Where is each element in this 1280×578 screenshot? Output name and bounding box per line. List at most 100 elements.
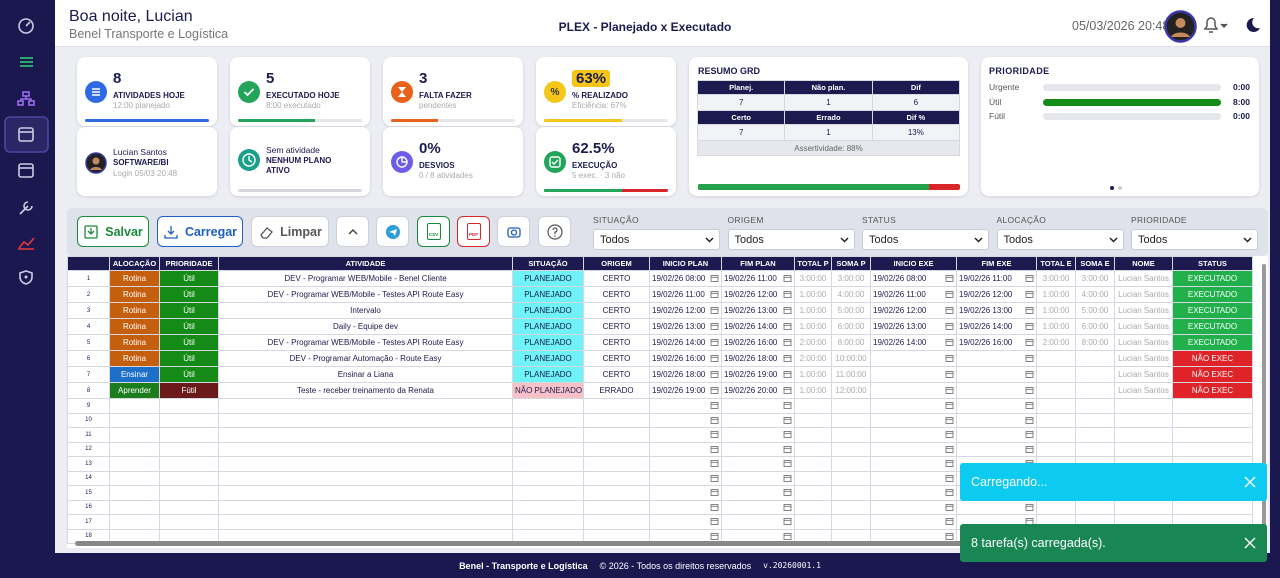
cell-text: 12:00:00 [835, 386, 867, 395]
resumo-bar [698, 184, 960, 190]
resumo-header-row: Certo Errado Dif % [696, 110, 961, 125]
icon-part [549, 156, 561, 168]
table-cell: 19/02/26 16:00 [956, 334, 1037, 351]
toast-close[interactable] [1244, 537, 1256, 549]
cell-text: DEV - Programar WEB/Mobile - Testes API … [267, 290, 464, 299]
table-cell: Rotina [109, 334, 160, 351]
cell-text: ERRADO [599, 386, 634, 395]
table-row: 6 Rotina Útil DEV - Programar Automação - R… [67, 350, 1253, 367]
card-label: FALTA FAZER [419, 91, 472, 100]
cell-text: 17 [85, 518, 92, 525]
icon-part [1203, 17, 1219, 30]
icon-button[interactable] [497, 216, 530, 247]
cell-text: Lucian Santos [1118, 386, 1169, 395]
icon-part [783, 460, 792, 468]
button-icon [84, 224, 98, 239]
cell-text: 5:00:00 [837, 306, 865, 315]
table-cell: Aprender [109, 382, 160, 399]
table-cell: Lucian Santos [1114, 302, 1173, 319]
table-cell [1036, 398, 1076, 414]
date-cell [959, 503, 1034, 512]
cell-text: 2:00:00 [1042, 338, 1070, 347]
icon-button[interactable] [336, 216, 369, 247]
table-cell: 19/02/26 20:00 [721, 382, 795, 399]
table-cell: 2:00:00 [794, 334, 832, 351]
table-cell [870, 382, 957, 399]
icon-part [17, 91, 35, 106]
calendar-icon [710, 431, 719, 439]
date-cell: 19/02/26 20:00 [724, 386, 792, 395]
icon-button[interactable] [376, 216, 409, 247]
filter-value: Todos [1003, 234, 1033, 246]
table-cell [512, 398, 584, 414]
toolbar-button[interactable]: Carregar [157, 216, 243, 247]
table-cell [218, 412, 513, 428]
button-icon [385, 224, 400, 239]
filter-select[interactable]: Todos [1131, 229, 1258, 250]
icon-part [945, 460, 954, 468]
table-cell: Fútil [159, 382, 219, 399]
table-cell: 10:00:00 [831, 350, 871, 367]
notifications[interactable] [1201, 14, 1231, 36]
icon-part [783, 445, 792, 453]
filter-select[interactable]: Todos [593, 229, 720, 250]
toolbar-button[interactable]: Salvar [77, 216, 149, 247]
caret [1108, 237, 1118, 243]
table-cell: PLANEJADO [512, 366, 584, 383]
icon-part [1220, 23, 1228, 29]
avatar[interactable] [1164, 10, 1199, 43]
icon-part [20, 57, 33, 67]
icon-button[interactable]: CSV [417, 216, 450, 247]
scrollbar-v [1262, 264, 1266, 534]
icon-button[interactable] [538, 216, 571, 247]
table-cell: 19/02/26 18:00 [721, 350, 795, 367]
icon-part [1108, 237, 1118, 243]
date-cell [652, 445, 719, 454]
table-cell [1036, 382, 1076, 399]
cell-text: 2:00:00 [799, 354, 827, 363]
table-cell: Útil [159, 318, 219, 335]
icon-part [1025, 445, 1034, 453]
table-cell: 3:00:00 [794, 270, 832, 287]
calendar-icon [945, 291, 954, 298]
table-cell: 19/02/26 11:00 [649, 286, 722, 303]
icon [549, 156, 561, 168]
icon [242, 153, 256, 167]
filter-select[interactable]: Todos [996, 229, 1124, 250]
table-cell: 19/02/26 18:00 [649, 366, 722, 383]
cell-text: 9 [86, 402, 91, 409]
table-cell [1172, 398, 1253, 414]
icon-part [783, 416, 792, 424]
date-text: 19/02/26 14:00 [724, 322, 778, 331]
cell-text: Rotina [122, 274, 147, 283]
table-cell: Ensinar a Liana [218, 366, 513, 383]
calendar-icon [945, 503, 954, 511]
table-cell [1036, 427, 1076, 443]
table-cell: Lucian Santos [1114, 318, 1173, 335]
filter-label: ALOCAÇÃO [996, 215, 1047, 225]
profile-name: Lucian Santos [113, 147, 167, 157]
icon-button[interactable]: PDF [457, 216, 490, 247]
filter-select[interactable]: Todos [862, 229, 989, 250]
table-cell [218, 398, 513, 414]
toolbar-button[interactable]: Limpar [251, 216, 329, 247]
calendar-icon [783, 445, 792, 453]
card-value: 63% [572, 70, 611, 87]
icon-part [710, 489, 719, 497]
toast-close[interactable] [1244, 476, 1256, 488]
table-cell: 19/02/26 12:00 [721, 286, 795, 303]
table-cell: 1:00:00 [1036, 286, 1076, 303]
icon-part [92, 157, 100, 165]
icon-part [388, 228, 397, 236]
date-cell [873, 370, 954, 379]
calendar-icon [783, 416, 792, 424]
icon-part [710, 431, 719, 439]
cell-text: 1:00:00 [799, 306, 827, 315]
cell-text: Útil [183, 354, 195, 363]
table-cell [956, 382, 1037, 399]
theme-toggle[interactable] [1243, 16, 1261, 34]
date-cell: 19/02/26 12:00 [959, 290, 1034, 299]
icon-part [783, 518, 792, 526]
filter-select[interactable]: Todos [727, 229, 855, 250]
date-cell [959, 386, 1034, 395]
